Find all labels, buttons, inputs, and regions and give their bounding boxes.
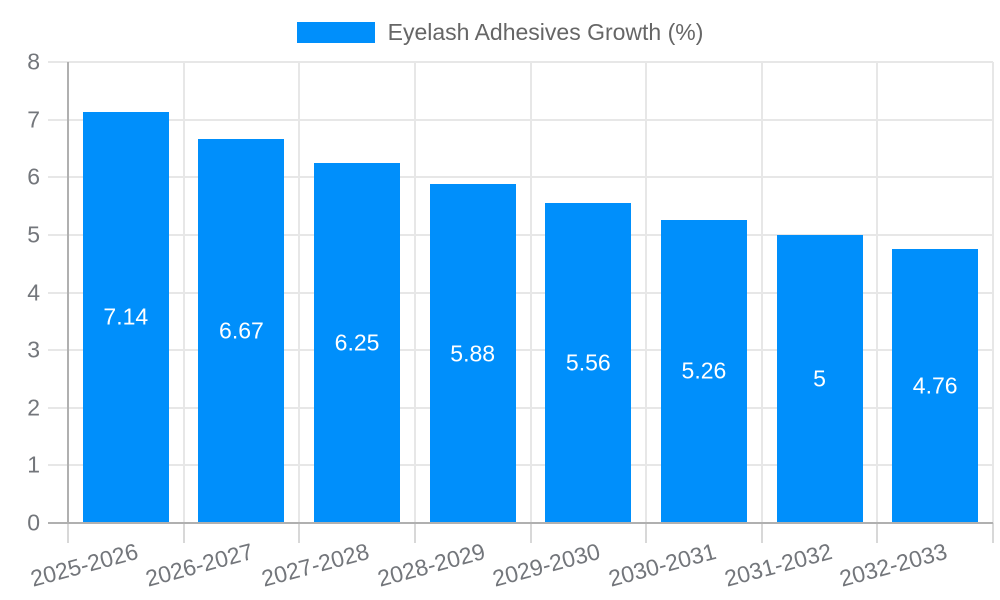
- x-tick-mark: [67, 523, 69, 543]
- x-tick-mark: [760, 523, 763, 543]
- x-tick-mark: [298, 523, 301, 543]
- x-grid-line: [645, 62, 648, 523]
- x-category-label: 2029-2030: [490, 538, 604, 592]
- bar-value-label: 4.76: [912, 372, 958, 399]
- x-grid-line: [529, 62, 532, 523]
- y-tick-label: 8: [27, 48, 40, 75]
- bar[interactable]: [545, 202, 632, 523]
- bar[interactable]: [660, 219, 747, 523]
- bar[interactable]: [892, 248, 979, 523]
- x-grid-line: [760, 62, 763, 523]
- legend: Eyelash Adhesives Growth (%): [0, 19, 1000, 45]
- x-tick-mark: [182, 523, 185, 543]
- x-category-label: 2028-2029: [374, 538, 488, 592]
- x-tick-mark: [992, 523, 994, 543]
- bar-value-label: 5.88: [450, 340, 496, 367]
- x-axis-line: [48, 522, 993, 524]
- bar-value-label: 5: [813, 365, 826, 392]
- x-category-label: 2032-2033: [836, 538, 950, 592]
- bar[interactable]: [314, 162, 401, 523]
- bar-value-label: 6.25: [334, 329, 380, 356]
- y-grid-line: [48, 291, 993, 294]
- y-tick-label: 7: [27, 106, 40, 133]
- legend-swatch-icon: [296, 22, 375, 44]
- y-grid-line: [48, 61, 993, 63]
- x-category-label: 2025-2026: [27, 538, 141, 592]
- y-grid-line: [48, 406, 993, 409]
- y-axis-line: [67, 62, 69, 523]
- bar-value-label: 5.56: [565, 349, 611, 376]
- x-tick-mark: [413, 523, 416, 543]
- y-grid-line: [48, 464, 993, 467]
- y-grid-line: [48, 233, 993, 236]
- x-grid-line: [413, 62, 416, 523]
- y-grid-line: [48, 118, 993, 121]
- x-category-label: 2026-2027: [143, 538, 257, 592]
- x-grid-line: [992, 62, 994, 523]
- y-tick-label: 2: [27, 394, 40, 421]
- y-tick-label: 0: [27, 509, 40, 536]
- bar[interactable]: [82, 111, 169, 523]
- y-tick-label: 5: [27, 221, 40, 248]
- bar[interactable]: [198, 138, 285, 523]
- x-category-label: 2030-2031: [605, 538, 719, 592]
- bar[interactable]: [429, 184, 516, 523]
- bar-value-label: 5.26: [681, 357, 727, 384]
- y-tick-label: 3: [27, 336, 40, 363]
- y-tick-label: 1: [27, 451, 40, 478]
- x-tick-mark: [876, 523, 879, 543]
- x-grid-line: [876, 62, 879, 523]
- bar-value-label: 7.14: [103, 303, 149, 330]
- x-tick-mark: [529, 523, 532, 543]
- bar[interactable]: [776, 234, 863, 523]
- x-category-label: 2031-2032: [721, 538, 835, 592]
- y-tick-label: 4: [27, 279, 40, 305]
- x-grid-line: [182, 62, 185, 523]
- x-category-label: 2027-2028: [258, 538, 372, 592]
- x-grid-line: [298, 62, 301, 523]
- y-grid-line: [48, 176, 993, 179]
- y-grid-line: [48, 349, 993, 352]
- bar-value-label: 6.67: [219, 317, 264, 344]
- legend-item[interactable]: Eyelash Adhesives Growth (%): [296, 19, 704, 45]
- legend-label: Eyelash Adhesives Growth (%): [387, 19, 704, 45]
- y-tick-label: 6: [27, 163, 40, 190]
- x-tick-mark: [645, 523, 648, 543]
